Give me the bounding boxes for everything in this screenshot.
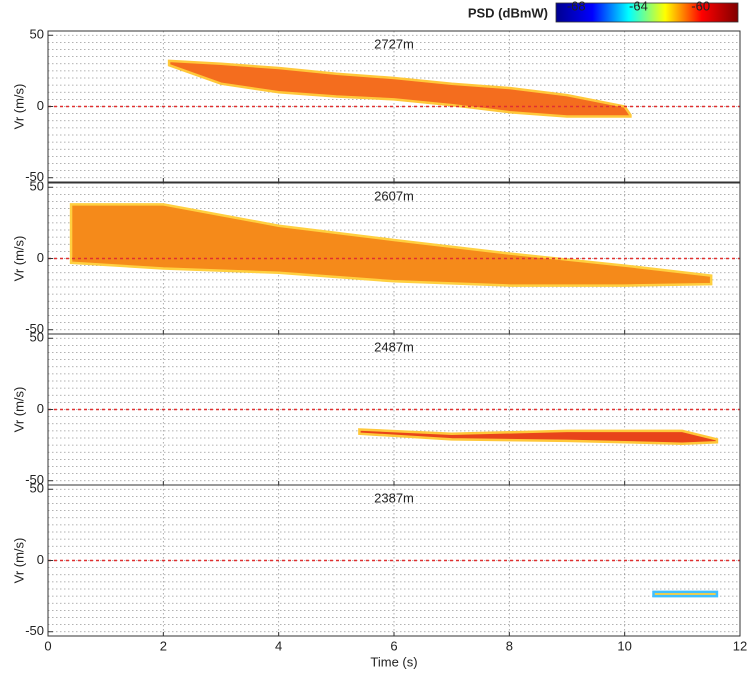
y-tick-label: 0: [37, 98, 44, 113]
y-tick-label: 0: [37, 401, 44, 416]
x-tick-label: 10: [617, 638, 631, 653]
x-tick-label: 4: [275, 638, 282, 653]
y-tick-label: 50: [30, 179, 44, 194]
y-axis-label: Vr (m/s): [11, 236, 26, 282]
psd-region: [652, 590, 719, 598]
panel-title: 2387m: [374, 490, 414, 505]
y-tick-label: -50: [25, 169, 44, 184]
y-tick-label: 50: [30, 481, 44, 496]
x-tick-label: 2: [160, 638, 167, 653]
y-axis-label: Vr (m/s): [11, 538, 26, 584]
y-axis-label: Vr (m/s): [11, 387, 26, 433]
x-tick-label: 0: [44, 638, 51, 653]
psd-region: [69, 203, 713, 287]
y-tick-label: -50: [25, 321, 44, 336]
psd-region: [358, 428, 719, 445]
panel-title: 2487m: [374, 339, 414, 354]
psd-region: [167, 59, 632, 118]
y-axis-label: Vr (m/s): [11, 84, 26, 130]
y-tick-label: -50: [25, 472, 44, 487]
x-tick-label: 12: [733, 638, 747, 653]
colorbar-label: PSD (dBmW): [468, 5, 548, 20]
colorbar-tick-label: -68: [567, 0, 586, 13]
colorbar-tick-label: -64: [629, 0, 648, 13]
y-tick-label: 50: [30, 330, 44, 345]
y-tick-label: 0: [37, 250, 44, 265]
colorbar: [555, 2, 739, 23]
panel-title: 2727m: [374, 36, 414, 51]
x-tick-label: 8: [506, 638, 513, 653]
y-tick-label: 50: [30, 27, 44, 42]
colorbar-tick-label: -60: [691, 0, 710, 13]
x-tick-label: 6: [390, 638, 397, 653]
y-tick-label: -50: [25, 623, 44, 638]
x-axis-label: Time (s): [370, 654, 417, 669]
panel-title: 2607m: [374, 188, 414, 203]
y-tick-label: 0: [37, 552, 44, 567]
